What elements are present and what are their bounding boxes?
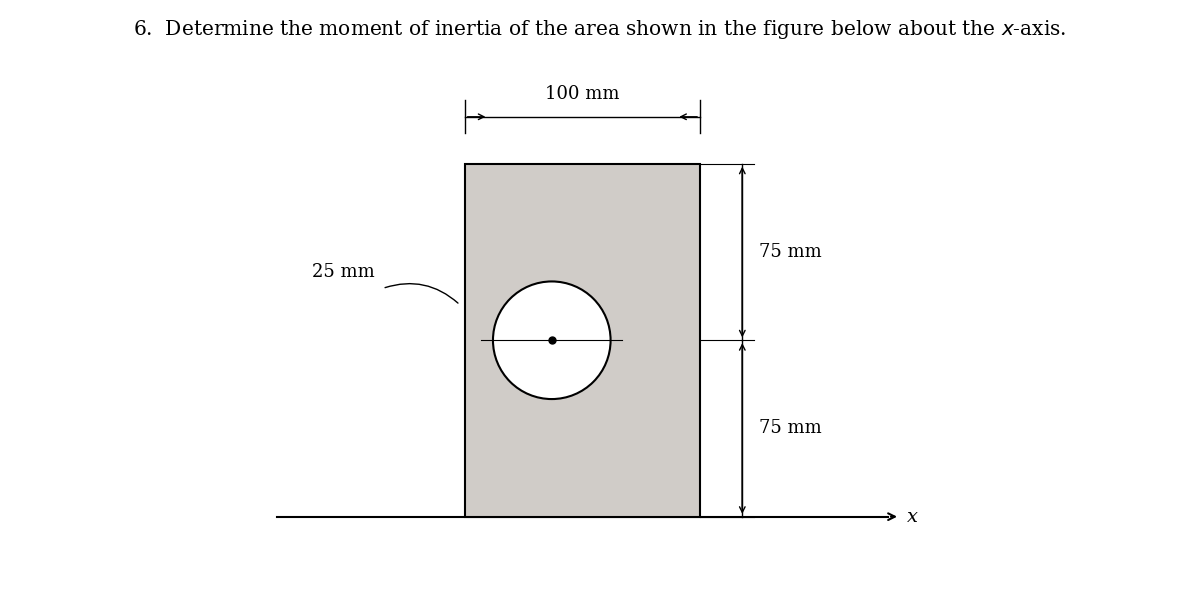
Text: 75 mm: 75 mm bbox=[758, 243, 822, 261]
Bar bbox=[464, 164, 700, 516]
Text: 6.  Determine the moment of inertia of the area shown in the figure below about : 6. Determine the moment of inertia of th… bbox=[133, 18, 1067, 41]
Text: x: x bbox=[907, 508, 918, 526]
Text: 75 mm: 75 mm bbox=[758, 419, 822, 437]
Circle shape bbox=[493, 281, 611, 399]
Text: 100 mm: 100 mm bbox=[545, 85, 619, 103]
Text: 25 mm: 25 mm bbox=[312, 263, 374, 281]
Bar bbox=[464, 164, 700, 516]
